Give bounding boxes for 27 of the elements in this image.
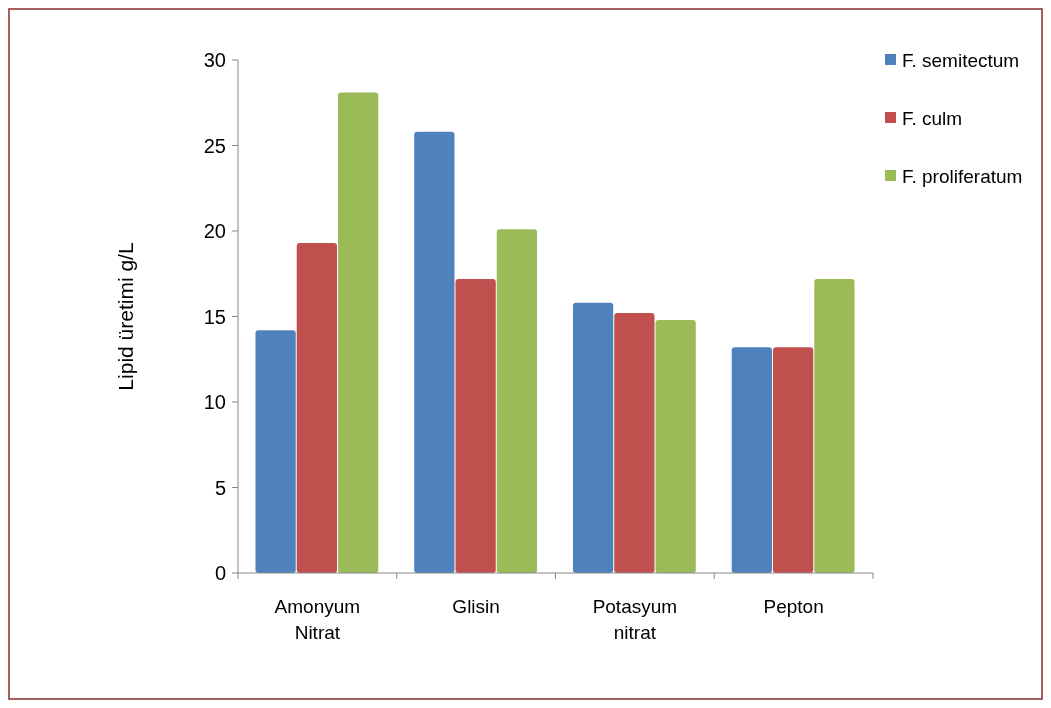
- y-axis-title: Lipid üretimi g/L: [114, 242, 137, 391]
- y-tick-label: 20: [203, 220, 226, 242]
- bar: [296, 242, 338, 573]
- bar: [814, 278, 855, 573]
- y-tick-label: 5: [214, 476, 226, 499]
- bar: [655, 319, 696, 573]
- bar: [496, 229, 538, 573]
- bar: [414, 131, 455, 573]
- y-tick-label: 30: [203, 49, 226, 71]
- bar: [255, 330, 296, 573]
- legend-label: F. culm: [902, 107, 963, 129]
- y-tick-label: 25: [203, 134, 226, 157]
- x-tick-label: Glisin: [452, 596, 500, 617]
- bar: [455, 278, 496, 573]
- y-tick-label: 10: [203, 391, 226, 413]
- x-tick-label: Pepton: [763, 596, 824, 617]
- legend-label: F. semitectum: [902, 49, 1020, 71]
- bar: [572, 302, 614, 573]
- y-tick-label: 15: [203, 305, 226, 328]
- bar: [731, 347, 772, 573]
- bar: [338, 92, 379, 573]
- bar: [772, 347, 814, 573]
- legend-label: F. proliferatum: [902, 165, 1023, 187]
- x-tick-label: Potasyum nitrat: [592, 596, 678, 643]
- bar: [614, 313, 655, 573]
- x-tick-label: Amonyum Nitrat: [274, 596, 361, 643]
- y-tick-label: 0: [214, 562, 226, 584]
